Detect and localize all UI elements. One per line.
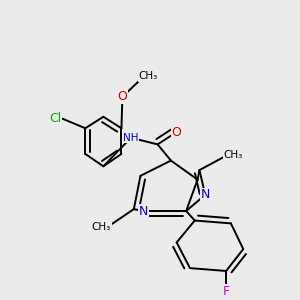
Text: O: O <box>118 90 127 103</box>
Text: N: N <box>139 205 148 218</box>
Text: CH₃: CH₃ <box>92 222 111 232</box>
Text: Cl: Cl <box>49 112 62 125</box>
Text: F: F <box>223 285 230 298</box>
Text: CH₃: CH₃ <box>223 150 242 160</box>
Text: O: O <box>172 125 182 139</box>
Text: NH: NH <box>123 133 139 143</box>
Text: CH₃: CH₃ <box>139 71 158 81</box>
Text: N: N <box>200 188 210 201</box>
